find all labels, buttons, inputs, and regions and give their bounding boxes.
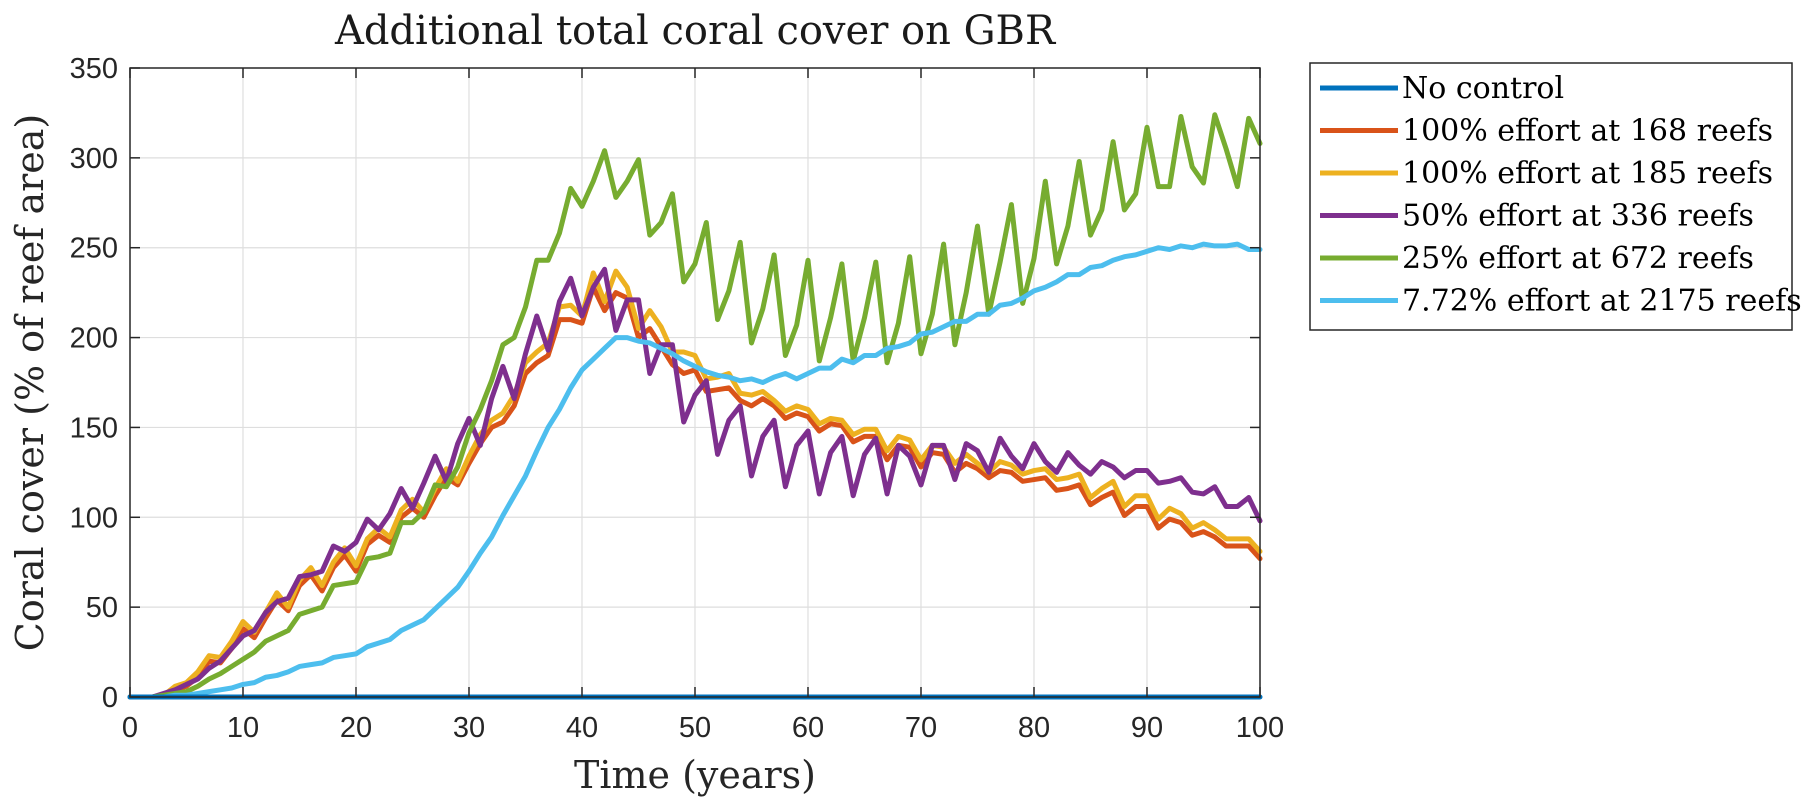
y-tick-label: 100	[70, 502, 118, 534]
x-tick-label: 100	[1236, 712, 1284, 744]
x-tick-label: 0	[122, 712, 138, 744]
y-tick-label: 0	[102, 682, 118, 714]
x-tick-label: 90	[1131, 712, 1163, 744]
chart-title: Additional total coral cover on GBR	[334, 8, 1057, 54]
x-axis-label: Time (years)	[574, 753, 816, 797]
y-tick-label: 250	[70, 233, 118, 265]
y-tick-label: 200	[70, 323, 118, 355]
series-line-5	[127, 112, 1263, 700]
legend-label: No control	[1402, 71, 1564, 106]
legend-label: 50% effort at 336 reefs	[1402, 199, 1754, 234]
legend-box	[1309, 62, 1793, 331]
series-line-6	[127, 241, 1263, 700]
grid	[130, 68, 1260, 697]
x-tick-label: 30	[453, 712, 485, 744]
x-tick-label: 60	[792, 712, 824, 744]
x-tick-label: 80	[1018, 712, 1050, 744]
legend-label: 7.72% effort at 2175 reefs	[1402, 284, 1802, 319]
y-axis-label: Coral cover (% of reef area)	[8, 114, 52, 651]
y-tick-label: 50	[86, 592, 118, 624]
x-tick-label: 20	[340, 712, 372, 744]
series-line-3	[127, 268, 1263, 700]
legend: No control 100% effort at 168 reefs 100% e…	[1309, 62, 1802, 331]
x-tick-label: 40	[566, 712, 598, 744]
y-tick-label: 150	[70, 412, 118, 444]
series-line-4	[127, 266, 1263, 700]
legend-label: 25% effort at 672 reefs	[1402, 241, 1754, 276]
series-line-2	[127, 284, 1263, 700]
y-tick-label: 350	[70, 53, 118, 85]
legend-label: 100% effort at 185 reefs	[1402, 156, 1773, 191]
x-tick-label: 50	[679, 712, 711, 744]
legend-label: 100% effort at 168 reefs	[1402, 114, 1773, 149]
x-tick-label: 70	[905, 712, 937, 744]
y-tick-label: 300	[70, 143, 118, 175]
axis-ticks: 0 10 20 30 40 50 60 70 80 90 100 0 50 100 150 200 250 300…	[70, 53, 1285, 744]
x-tick-label: 10	[227, 712, 259, 744]
